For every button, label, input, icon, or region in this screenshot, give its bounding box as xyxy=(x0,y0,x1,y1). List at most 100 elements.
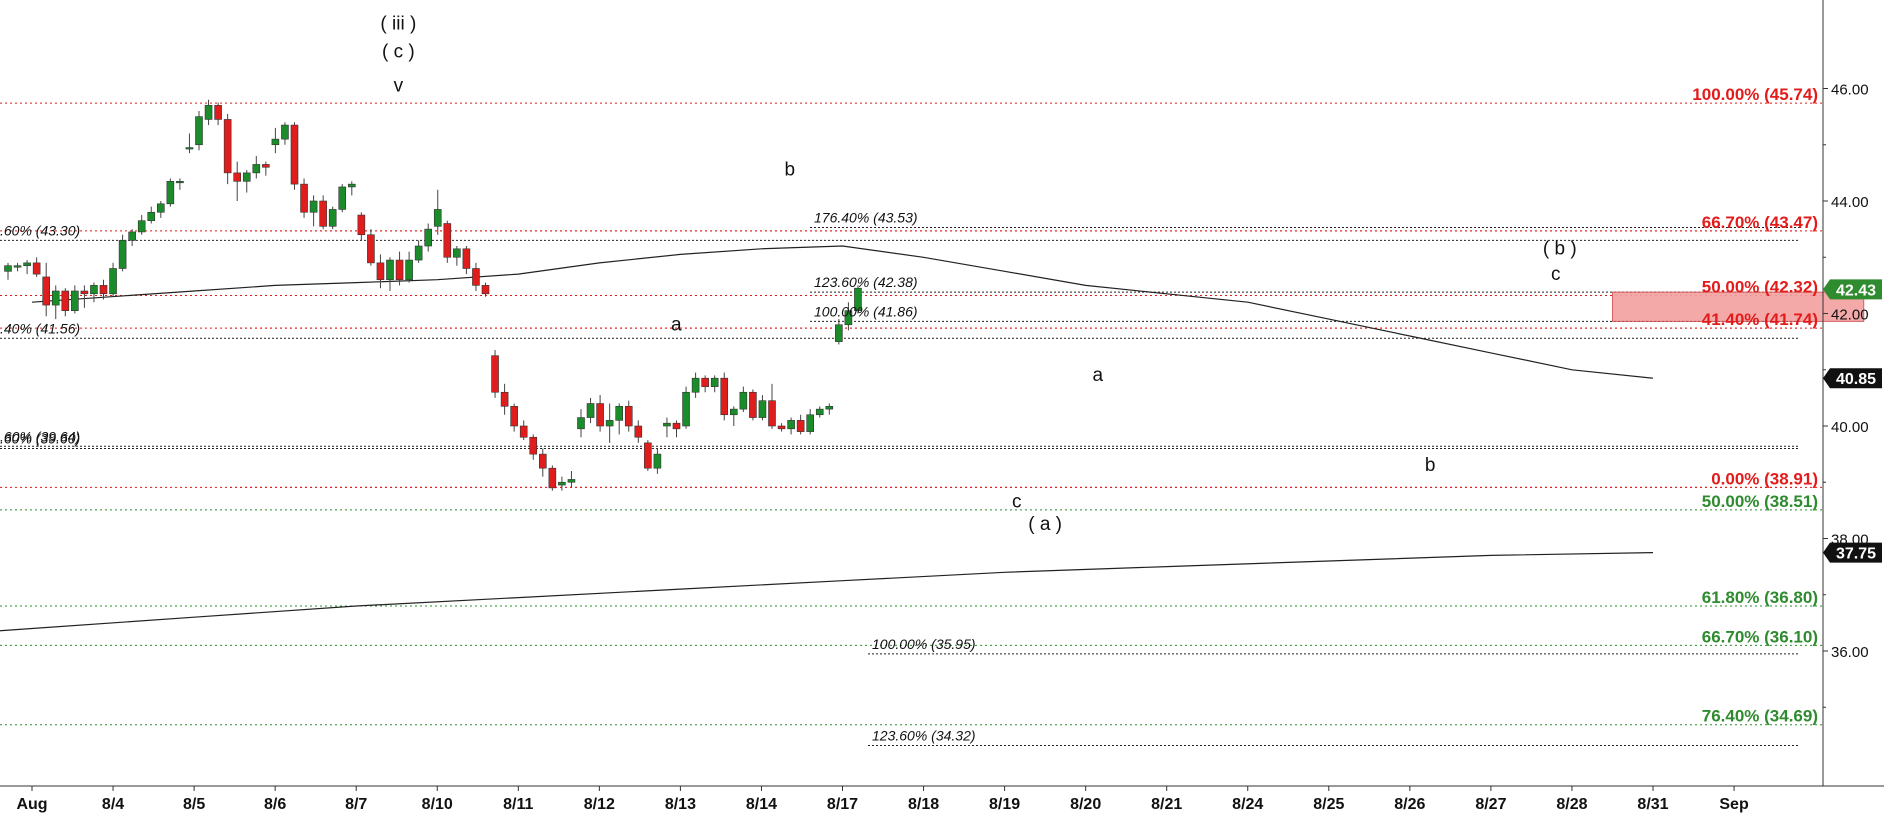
candle xyxy=(472,262,480,291)
candle xyxy=(204,99,213,126)
candle-body xyxy=(61,290,70,311)
y-tick-label: 46.00 xyxy=(1831,82,1869,99)
x-tick-label: 8/19 xyxy=(989,796,1020,813)
candle xyxy=(195,111,203,151)
candle xyxy=(4,262,12,280)
candle xyxy=(176,178,184,190)
y-tick-label: 42.00 xyxy=(1831,307,1869,324)
x-axis: Aug 8/4 8/5 8/6 8/7 8/10 8/11 8/12 8/13 8/14 8/17 8… xyxy=(0,785,1884,813)
candle xyxy=(558,476,566,491)
x-tick-label: 8/5 xyxy=(183,796,205,813)
candle-body xyxy=(118,240,127,269)
x-tick-label: 8/21 xyxy=(1151,796,1182,813)
candle xyxy=(739,386,748,412)
candle xyxy=(157,201,165,218)
candle xyxy=(787,417,795,435)
candle xyxy=(519,420,528,441)
price-badge-label: 37.75 xyxy=(1836,546,1876,563)
wave-label: a xyxy=(1093,365,1104,386)
fib-right-label: 61.80% (36.80) xyxy=(1702,588,1818,607)
candle xyxy=(720,372,729,421)
wave-label: c xyxy=(1012,492,1022,513)
candle-body xyxy=(405,259,413,281)
x-tick-label: 8/4 xyxy=(102,796,124,813)
candle-body xyxy=(567,479,576,483)
x-tick-label: 8/27 xyxy=(1475,796,1506,813)
wave-label: b xyxy=(785,160,796,181)
y-tick-label: 36.00 xyxy=(1831,644,1869,661)
candle xyxy=(214,102,222,126)
x-tick-label: 8/11 xyxy=(503,796,533,813)
candle xyxy=(806,409,815,435)
candle-body xyxy=(729,408,738,416)
candle-body xyxy=(233,172,241,182)
fib-right-label: 0.00% (38.91) xyxy=(1711,469,1818,488)
candle xyxy=(128,229,136,246)
candle xyxy=(13,262,22,272)
candle xyxy=(758,395,767,421)
resistance-zone xyxy=(1611,291,1865,322)
candle xyxy=(42,262,51,317)
candle xyxy=(328,206,337,230)
candle xyxy=(825,403,834,415)
candle xyxy=(395,251,404,286)
wave-label: v xyxy=(394,75,404,96)
price-badges: 42.43 40.85 37.75 xyxy=(1823,279,1882,563)
candle-body xyxy=(510,406,518,427)
fib-left-label: .60% (43.30) xyxy=(0,222,80,238)
candle-body xyxy=(414,245,423,261)
candle-body xyxy=(300,183,308,213)
candle xyxy=(644,440,652,471)
fib-mid-label: 123.60% (34.32) xyxy=(872,728,976,744)
candle-body xyxy=(453,248,461,258)
x-tick-label: 8/6 xyxy=(264,796,286,813)
candle xyxy=(538,448,547,477)
candle xyxy=(23,260,31,275)
candle-body xyxy=(347,183,356,188)
candle-body xyxy=(252,164,261,174)
candle-body xyxy=(386,259,394,281)
candle xyxy=(338,184,347,213)
candle-body xyxy=(185,147,194,150)
candle-body xyxy=(758,400,767,418)
zones xyxy=(1611,291,1865,322)
candle-body xyxy=(328,209,337,227)
candle-body xyxy=(262,164,270,168)
candle-body xyxy=(80,290,89,295)
x-tick-label: 8/24 xyxy=(1232,796,1263,813)
candle-body xyxy=(605,420,614,427)
candle-body xyxy=(176,181,184,184)
candle-body xyxy=(338,186,347,210)
candle xyxy=(281,122,289,145)
fib-right-label: 66.70% (43.47) xyxy=(1702,213,1818,232)
candle-body xyxy=(701,377,709,387)
candle xyxy=(433,189,442,235)
candle-body xyxy=(710,377,719,387)
candle-body xyxy=(90,285,98,295)
candle-body xyxy=(99,285,108,295)
candle xyxy=(51,285,60,320)
candle xyxy=(376,254,385,289)
fib-right-label: 50.00% (38.51) xyxy=(1702,492,1818,511)
candle-body xyxy=(309,200,318,213)
candle xyxy=(500,383,509,415)
candle-body xyxy=(596,403,604,427)
candle-body xyxy=(166,181,175,205)
fib-right-label: 50.00% (42.32) xyxy=(1702,278,1818,297)
fib-left-label: .60% (39.60) xyxy=(0,431,80,447)
x-tick-label: 8/7 xyxy=(345,796,367,813)
candle-body xyxy=(682,391,690,427)
candle-body xyxy=(214,105,222,120)
candle-body xyxy=(376,262,385,281)
candle-body xyxy=(4,265,12,272)
y-tick-label: 40.00 xyxy=(1831,419,1869,436)
candle xyxy=(548,465,557,491)
x-tick-label: 8/25 xyxy=(1313,796,1344,813)
candle xyxy=(137,215,146,235)
candle-body xyxy=(23,262,31,266)
candle-body xyxy=(109,268,117,295)
candle xyxy=(634,420,643,443)
candle xyxy=(586,397,595,424)
candle-body xyxy=(815,408,824,416)
